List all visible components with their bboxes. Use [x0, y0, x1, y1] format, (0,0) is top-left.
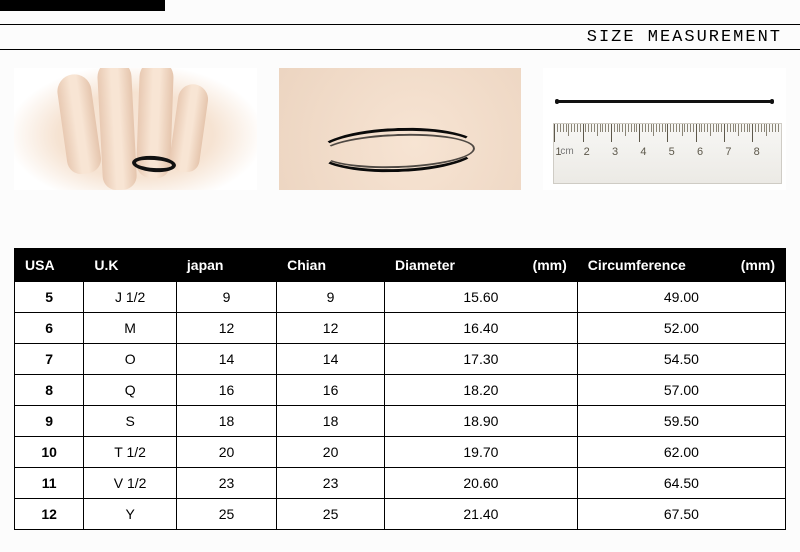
table-cell: 67.50: [577, 499, 785, 530]
table-cell: 16: [277, 375, 385, 406]
table-cell: 59.50: [577, 406, 785, 437]
table-cell: 9: [15, 406, 84, 437]
ruler-number: 8: [753, 146, 781, 158]
table-row: 9S181818.9059.50: [15, 406, 786, 437]
ruler-number: 6: [696, 146, 724, 158]
table-cell: 62.00: [577, 437, 785, 468]
table-row: 6M121216.4052.00: [15, 313, 786, 344]
table-cell: 18.90: [385, 406, 578, 437]
string-line-icon: [557, 100, 772, 103]
table-cell: 20: [176, 437, 276, 468]
table-row: 8Q161618.2057.00: [15, 375, 786, 406]
table-col-4: Diameter (mm): [385, 249, 578, 282]
table-cell: O: [84, 344, 177, 375]
table-row: 11V 1/2232320.6064.50: [15, 468, 786, 499]
table-cell: 16: [176, 375, 276, 406]
table-col-label: Chian: [287, 257, 326, 273]
table-col-label: USA: [25, 257, 55, 273]
table-cell: 20.60: [385, 468, 578, 499]
table-cell: 14: [277, 344, 385, 375]
photo-row: cm 12345678: [14, 68, 786, 190]
table-col-0: USA: [15, 249, 84, 282]
table-row: 12Y252521.4067.50: [15, 499, 786, 530]
table-cell: 12: [15, 499, 84, 530]
table-cell: 10: [15, 437, 84, 468]
table-col-unit: (mm): [533, 257, 567, 273]
ruler-number: 1: [554, 146, 582, 158]
ruler-number: 4: [639, 146, 667, 158]
table-cell: 54.50: [577, 344, 785, 375]
table-col-label: U.K: [94, 257, 118, 273]
table-cell: 5: [15, 282, 84, 313]
table-cell: 9: [176, 282, 276, 313]
table-cell: 64.50: [577, 468, 785, 499]
table-cell: M: [84, 313, 177, 344]
table-cell: 49.00: [577, 282, 785, 313]
ruler-number: 5: [668, 146, 696, 158]
table-col-5: Circumference (mm): [577, 249, 785, 282]
table-cell: 6: [15, 313, 84, 344]
table-cell: T 1/2: [84, 437, 177, 468]
size-table-container: USAU.KjapanChianDiameter(mm)Circumferenc…: [14, 248, 786, 530]
ruler-number: 7: [724, 146, 752, 158]
ruler-number: 3: [611, 146, 639, 158]
table-row: 7O141417.3054.50: [15, 344, 786, 375]
table-cell: 25: [176, 499, 276, 530]
table-cell: 18: [277, 406, 385, 437]
title-stripe: SIZE MEASUREMENT: [0, 24, 800, 50]
table-cell: 19.70: [385, 437, 578, 468]
table-cell: Y: [84, 499, 177, 530]
table-cell: 12: [176, 313, 276, 344]
table-cell: 18: [176, 406, 276, 437]
table-cell: V 1/2: [84, 468, 177, 499]
table-cell: J 1/2: [84, 282, 177, 313]
ruler-icon: cm 12345678: [553, 123, 782, 184]
table-col-label: japan: [187, 257, 224, 273]
table-cell: 23: [176, 468, 276, 499]
table-col-label: Circumference: [588, 257, 686, 273]
table-col-unit: (mm): [741, 257, 775, 273]
table-row: 5J 1/29915.6049.00: [15, 282, 786, 313]
table-cell: 23: [277, 468, 385, 499]
table-cell: 20: [277, 437, 385, 468]
table-header-row: USAU.KjapanChianDiameter(mm)Circumferenc…: [15, 249, 786, 282]
table-row: 10T 1/2202019.7062.00: [15, 437, 786, 468]
table-cell: 12: [277, 313, 385, 344]
table-cell: S: [84, 406, 177, 437]
table-cell: 21.40: [385, 499, 578, 530]
decorative-top-bar: [0, 0, 165, 11]
table-cell: 52.00: [577, 313, 785, 344]
ruler-number: 2: [583, 146, 611, 158]
table-cell: Q: [84, 375, 177, 406]
photo-ruler: cm 12345678: [543, 68, 786, 190]
table-cell: 25: [277, 499, 385, 530]
table-cell: 14: [176, 344, 276, 375]
table-col-2: japan: [176, 249, 276, 282]
table-cell: 11: [15, 468, 84, 499]
table-col-1: U.K: [84, 249, 177, 282]
table-cell: 17.30: [385, 344, 578, 375]
table-cell: 57.00: [577, 375, 785, 406]
table-col-3: Chian: [277, 249, 385, 282]
table-body: 5J 1/29915.6049.006M121216.4052.007O1414…: [15, 282, 786, 530]
table-cell: 8: [15, 375, 84, 406]
photo-hand-ring: [14, 68, 257, 190]
table-cell: 9: [277, 282, 385, 313]
size-table: USAU.KjapanChianDiameter(mm)Circumferenc…: [14, 248, 786, 530]
page-title: SIZE MEASUREMENT: [587, 28, 782, 47]
table-cell: 7: [15, 344, 84, 375]
table-cell: 18.20: [385, 375, 578, 406]
table-cell: 16.40: [385, 313, 578, 344]
photo-finger-string: [279, 68, 522, 190]
table-cell: 15.60: [385, 282, 578, 313]
table-col-label: Diameter: [395, 257, 455, 273]
